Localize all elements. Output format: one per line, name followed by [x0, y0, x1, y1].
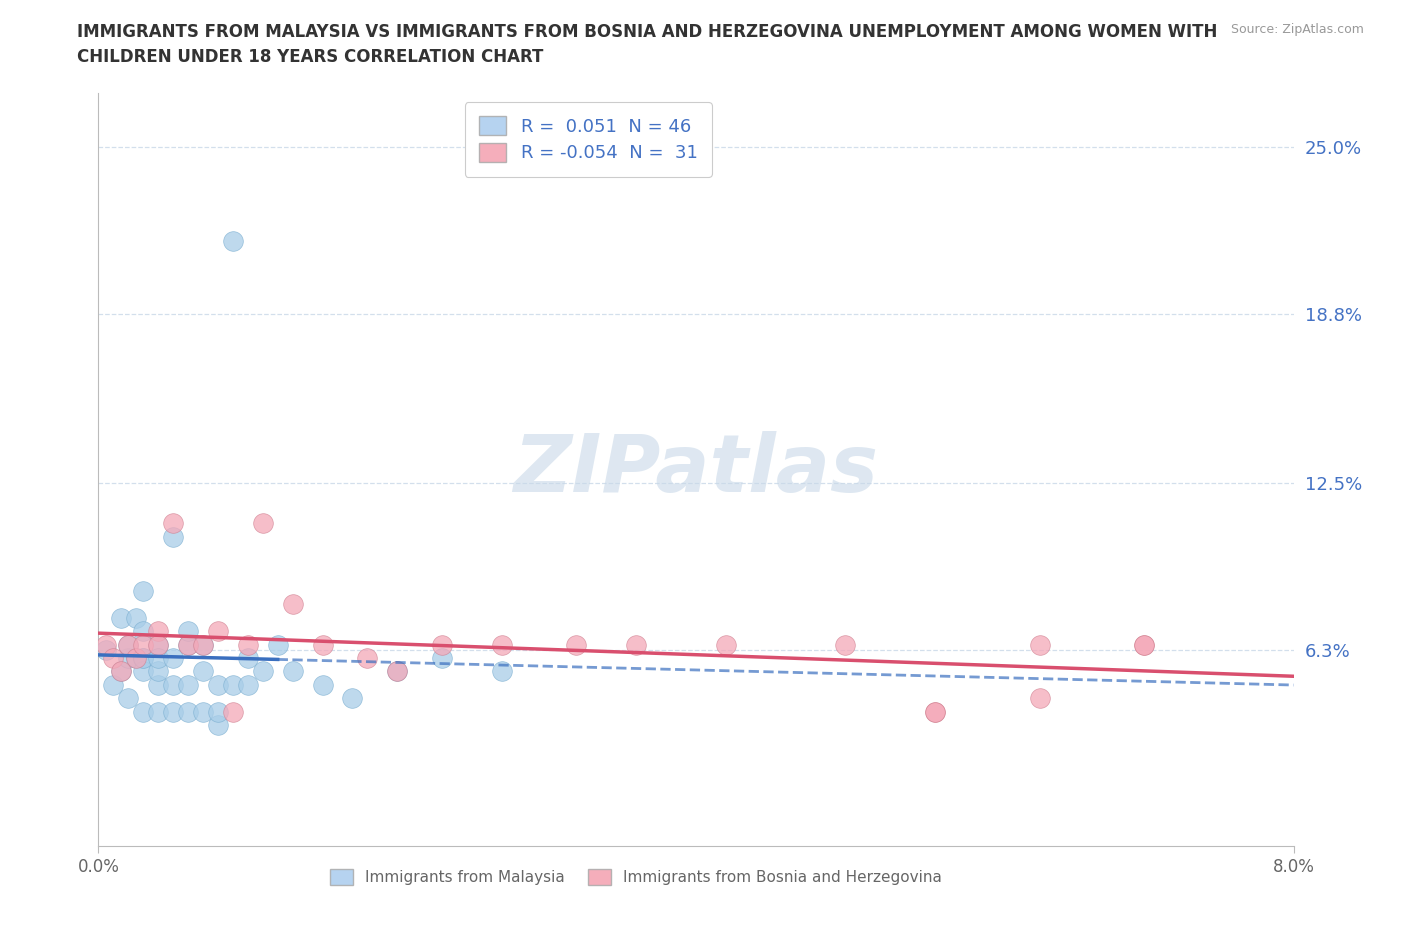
Point	[103, 651, 125, 666]
Point	[132, 704, 155, 719]
Point	[207, 624, 229, 639]
Point	[834, 637, 856, 652]
Point	[177, 677, 200, 692]
Point	[191, 637, 214, 652]
Point	[132, 583, 155, 598]
Point	[236, 651, 259, 666]
Point	[222, 677, 245, 692]
Legend: Immigrants from Malaysia, Immigrants from Bosnia and Herzegovina: Immigrants from Malaysia, Immigrants fro…	[325, 863, 948, 891]
Point	[132, 664, 155, 679]
Point	[430, 637, 453, 652]
Point	[117, 637, 139, 652]
Point	[267, 637, 290, 652]
Point	[177, 624, 200, 639]
Point	[117, 651, 139, 666]
Point	[132, 624, 155, 639]
Point	[177, 704, 200, 719]
Point	[385, 664, 409, 679]
Point	[626, 637, 648, 652]
Point	[162, 677, 184, 692]
Point	[177, 637, 200, 652]
Point	[565, 637, 588, 652]
Point	[342, 691, 364, 706]
Point	[222, 704, 245, 719]
Point	[148, 637, 170, 652]
Point	[132, 651, 155, 666]
Point	[252, 516, 274, 531]
Text: Source: ZipAtlas.com: Source: ZipAtlas.com	[1230, 23, 1364, 36]
Point	[103, 677, 125, 692]
Point	[1133, 637, 1156, 652]
Point	[236, 677, 259, 692]
Point	[924, 704, 946, 719]
Point	[1133, 637, 1156, 652]
Point	[222, 233, 245, 248]
Point	[148, 637, 170, 652]
Point	[191, 637, 214, 652]
Point	[252, 664, 274, 679]
Point	[110, 610, 132, 625]
Point	[714, 637, 737, 652]
Point	[110, 664, 132, 679]
Point	[281, 664, 304, 679]
Point	[1028, 637, 1050, 652]
Point	[385, 664, 409, 679]
Point	[94, 637, 117, 652]
Point	[162, 651, 184, 666]
Point	[148, 704, 170, 719]
Point	[430, 651, 453, 666]
Point	[162, 529, 184, 544]
Point	[311, 677, 333, 692]
Point	[491, 637, 513, 652]
Point	[132, 651, 155, 666]
Text: IMMIGRANTS FROM MALAYSIA VS IMMIGRANTS FROM BOSNIA AND HERZEGOVINA UNEMPLOYMENT : IMMIGRANTS FROM MALAYSIA VS IMMIGRANTS F…	[77, 23, 1218, 41]
Text: ZIPatlas: ZIPatlas	[513, 431, 879, 509]
Point	[148, 664, 170, 679]
Point	[207, 704, 229, 719]
Point	[117, 691, 139, 706]
Point	[1028, 691, 1050, 706]
Point	[491, 664, 513, 679]
Point	[207, 718, 229, 733]
Point	[148, 651, 170, 666]
Point	[356, 651, 378, 666]
Point	[191, 664, 214, 679]
Point	[207, 677, 229, 692]
Point	[162, 704, 184, 719]
Point	[311, 637, 333, 652]
Point	[132, 637, 155, 652]
Point	[125, 651, 148, 666]
Point	[236, 637, 259, 652]
Point	[125, 651, 148, 666]
Point	[110, 664, 132, 679]
Text: CHILDREN UNDER 18 YEARS CORRELATION CHART: CHILDREN UNDER 18 YEARS CORRELATION CHAR…	[77, 48, 544, 66]
Point	[125, 610, 148, 625]
Point	[924, 704, 946, 719]
Point	[177, 637, 200, 652]
Point	[162, 516, 184, 531]
Point	[191, 704, 214, 719]
Point	[94, 643, 117, 658]
Point	[117, 637, 139, 652]
Point	[148, 677, 170, 692]
Point	[281, 597, 304, 612]
Point	[148, 624, 170, 639]
